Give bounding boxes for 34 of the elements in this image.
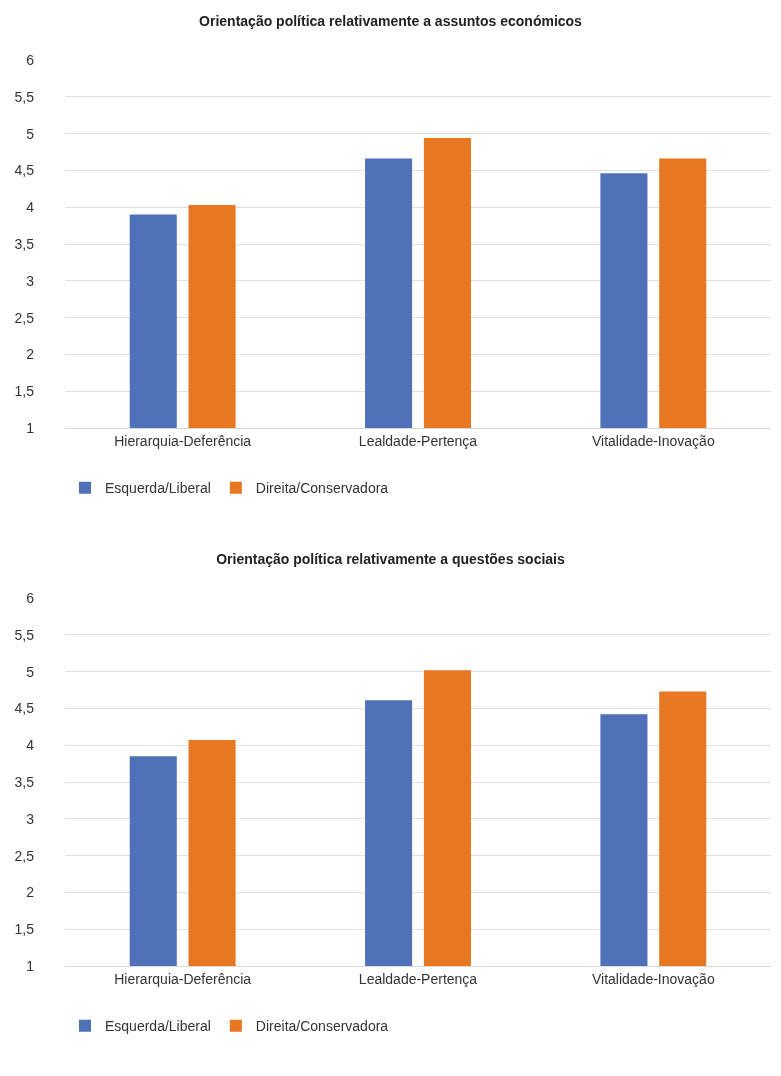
y-tick-label: 6 [26, 589, 35, 606]
legend-label: Direita/Conservadora [255, 480, 389, 497]
y-tick-label: 5,5 [14, 626, 35, 643]
y-tick-label: 1 [26, 419, 35, 436]
x-tick-label: Hierarquia-Deferência [114, 970, 252, 987]
y-tick-label: 3,5 [14, 773, 35, 790]
y-tick-label: 2 [26, 346, 35, 363]
y-tick-label: 2,5 [14, 847, 35, 864]
legend-label: Esquerda/Liberal [105, 1018, 211, 1035]
x-tick-label: Vitalidade-Inovação [591, 432, 715, 449]
legend-label: Esquerda/Liberal [105, 480, 211, 497]
y-tick-label: 1 [26, 957, 35, 974]
chart-title: Orientação política relativamente a questões sociais [216, 550, 565, 567]
y-tick-label: 4,5 [14, 700, 35, 717]
x-tick-label: Lealdade-Pertença [358, 970, 478, 987]
y-tick-label: 1,5 [14, 921, 35, 938]
y-tick-label: 4 [26, 199, 35, 216]
y-tick-label: 4,5 [14, 162, 35, 179]
y-tick-label: 5 [26, 663, 35, 680]
y-tick-label: 3 [26, 810, 35, 827]
y-tick-label: 4 [26, 737, 35, 754]
chart-title: Orientação política relativamente a assuntos económicos [199, 12, 583, 29]
x-tick-label: Vitalidade-Inovação [591, 970, 715, 987]
x-tick-label: Lealdade-Pertença [358, 432, 478, 449]
legend-label: Direita/Conservadora [255, 1018, 389, 1035]
y-tick-label: 2,5 [14, 309, 35, 326]
y-tick-label: 3,5 [14, 235, 35, 252]
y-tick-label: 5 [26, 125, 35, 142]
x-tick-label: Hierarquia-Deferência [114, 432, 252, 449]
y-tick-label: 6 [26, 51, 35, 68]
y-tick-label: 3 [26, 272, 35, 289]
y-tick-label: 2 [26, 884, 35, 901]
y-tick-label: 5,5 [14, 88, 35, 105]
y-tick-label: 1,5 [14, 383, 35, 400]
